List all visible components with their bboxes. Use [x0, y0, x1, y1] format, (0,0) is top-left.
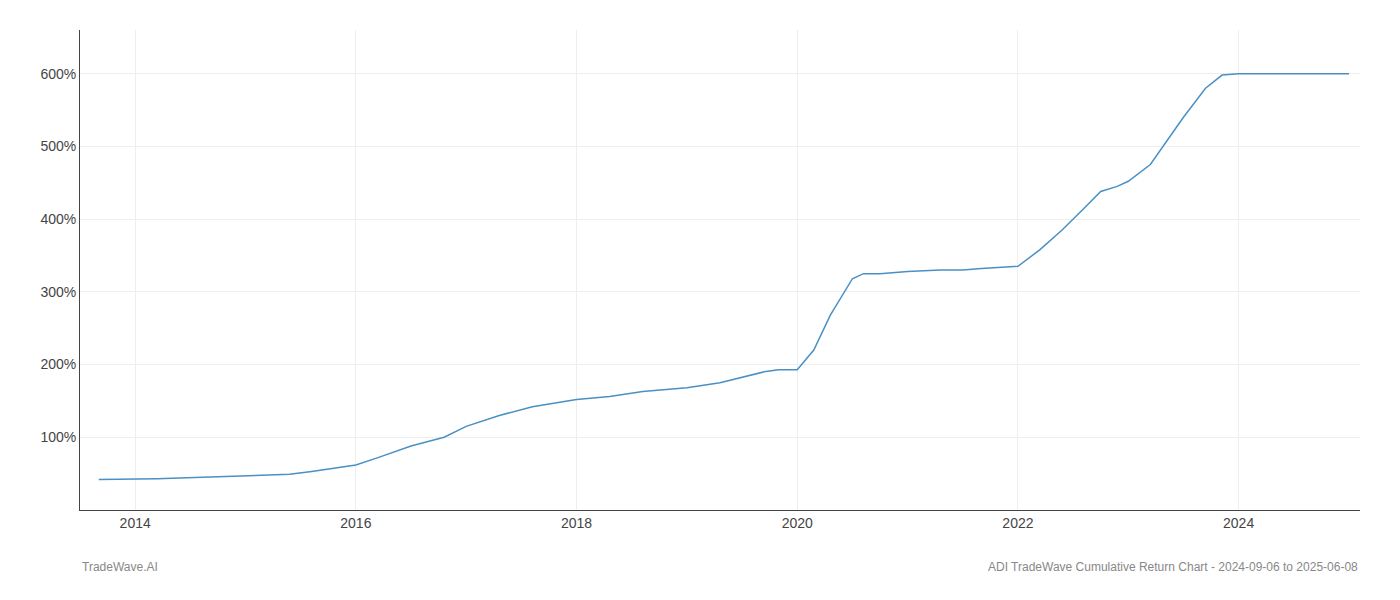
svg-text:100%: 100%: [40, 429, 76, 445]
svg-text:400%: 400%: [40, 211, 76, 227]
svg-text:TradeWave.AI: TradeWave.AI: [82, 560, 158, 574]
svg-text:2022: 2022: [1002, 515, 1033, 531]
svg-text:500%: 500%: [40, 138, 76, 154]
svg-text:2018: 2018: [561, 515, 592, 531]
svg-text:2014: 2014: [120, 515, 151, 531]
svg-text:200%: 200%: [40, 356, 76, 372]
svg-text:600%: 600%: [40, 66, 76, 82]
svg-text:ADI TradeWave Cumulative Retur: ADI TradeWave Cumulative Return Chart - …: [988, 560, 1358, 574]
svg-text:2016: 2016: [340, 515, 371, 531]
svg-text:2020: 2020: [782, 515, 813, 531]
svg-text:2024: 2024: [1223, 515, 1254, 531]
svg-text:300%: 300%: [40, 284, 76, 300]
